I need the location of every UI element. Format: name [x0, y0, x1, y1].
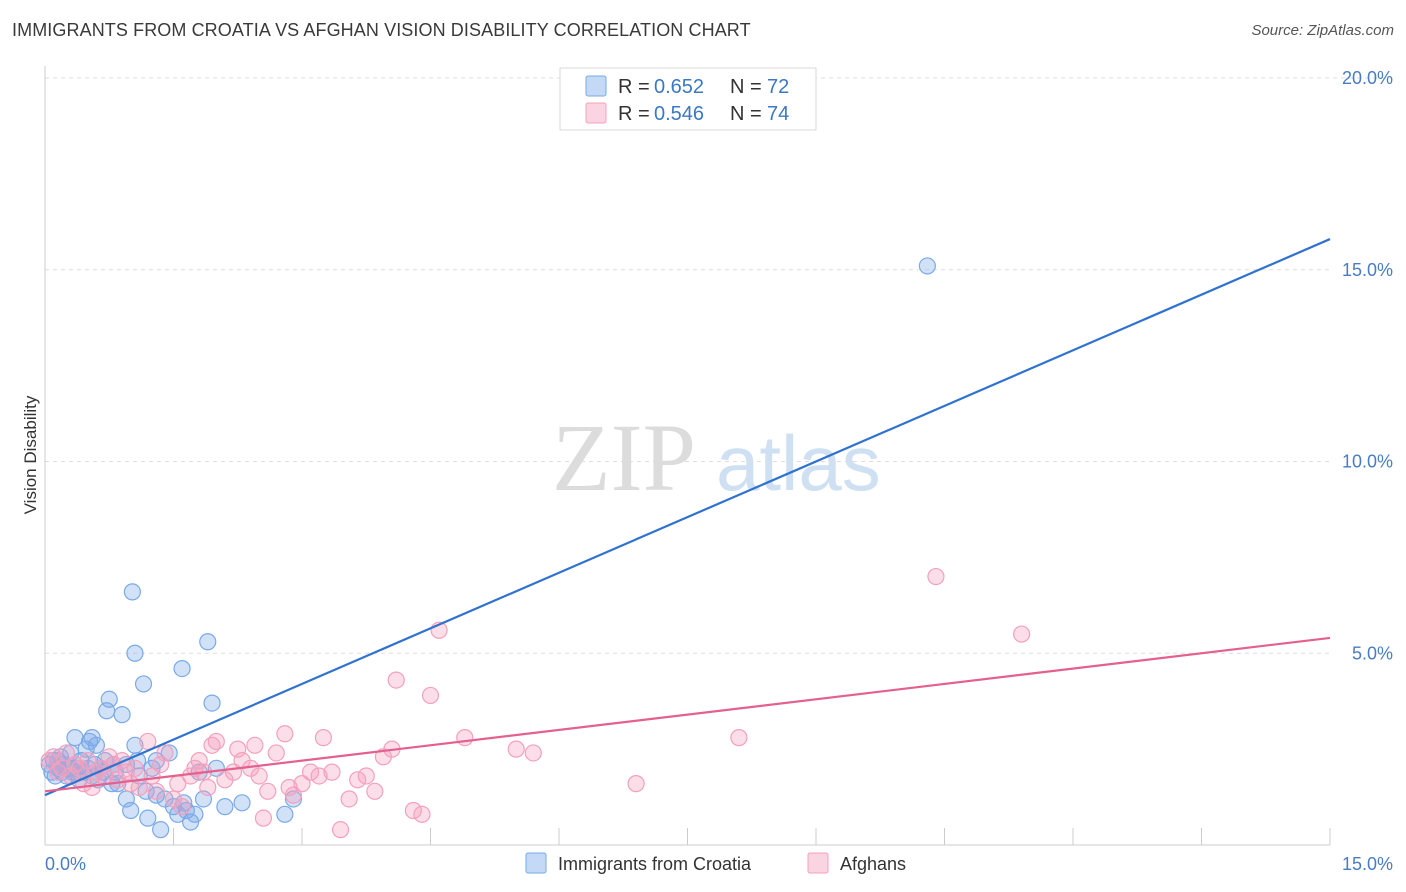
point-afghans-22	[139, 732, 157, 751]
legend-swatch-croatia	[585, 75, 607, 97]
point-afghans-65	[421, 686, 440, 705]
point-afghans-53	[314, 729, 333, 747]
x-tick-label-0: 0.0%	[45, 854, 86, 874]
point-croatia-60	[216, 798, 234, 816]
source-label: Source: ZipAtlas.com	[1251, 22, 1394, 39]
point-afghans-21	[130, 778, 148, 797]
point-afghans-55	[331, 821, 350, 839]
point-afghans-69	[524, 744, 542, 762]
series-legend-label-afghans: Afghans	[840, 854, 906, 874]
y-tick-label-2: 15.0%	[1342, 260, 1393, 280]
point-afghans-36	[207, 732, 225, 751]
legend-r-value-croatia: 0.652	[654, 76, 704, 98]
point-croatia-71	[918, 257, 936, 275]
series-legend-swatch-afghans	[807, 852, 829, 874]
point-afghans-26	[156, 744, 174, 762]
point-afghans-4	[57, 744, 76, 762]
point-afghans-10	[83, 778, 101, 797]
point-afghans-56	[340, 790, 358, 808]
point-croatia-57	[199, 633, 217, 651]
point-croatia-54	[186, 805, 204, 823]
point-croatia-33	[113, 706, 131, 724]
point-afghans-51	[301, 763, 320, 781]
trend-lines	[44, 238, 1331, 797]
point-afghans-43	[250, 767, 268, 785]
series-afghans-points	[40, 567, 1031, 839]
watermark: ZIP atlas	[552, 404, 881, 511]
point-croatia-42	[139, 809, 157, 827]
point-afghans-63	[404, 801, 422, 820]
point-afghans-62	[387, 671, 405, 689]
point-afghans-9	[79, 752, 97, 770]
point-afghans-47	[276, 725, 294, 743]
point-croatia-35	[122, 801, 140, 820]
point-croatia-40	[134, 675, 153, 693]
y-tick-label-3: 20.0%	[1342, 68, 1393, 88]
y-axis-label: Vision Disability	[21, 395, 40, 514]
point-afghans-34	[199, 778, 217, 797]
point-afghans-71	[730, 729, 748, 747]
legend-r-label-croatia: R =	[618, 76, 650, 98]
point-croatia-64	[126, 644, 144, 662]
y-tick-label-0: 5.0%	[1352, 643, 1393, 663]
point-afghans-50	[293, 775, 311, 793]
point-afghans-68	[507, 740, 525, 758]
point-afghans-70	[627, 775, 645, 793]
point-afghans-57	[349, 771, 367, 789]
point-croatia-47	[160, 744, 178, 762]
point-croatia-50	[173, 659, 191, 678]
point-croatia-28	[100, 690, 118, 708]
point-afghans-58	[357, 767, 375, 785]
point-croatia-62	[276, 805, 294, 823]
point-afghans-52	[310, 767, 328, 785]
point-afghans-72	[927, 567, 945, 586]
point-afghans-54	[323, 763, 341, 781]
series-legend-swatch-croatia	[525, 852, 547, 874]
legend-n-value-croatia: 72	[767, 76, 789, 98]
point-croatia-36	[123, 583, 141, 601]
series-legend: Immigrants from Croatia Afghans	[525, 852, 906, 874]
stats-legend: R = 0.652 N = 72 R = 0.546 N = 74	[559, 67, 817, 131]
point-afghans-24	[147, 782, 165, 800]
point-afghans-67	[456, 729, 474, 747]
chart-title: IMMIGRANTS FROM CROATIA VS AFGHAN VISION…	[12, 20, 751, 40]
point-croatia-58	[203, 694, 221, 712]
series-croatia-points	[40, 257, 936, 839]
legend-n-label-afghans: N =	[730, 103, 762, 125]
point-croatia-65	[83, 729, 101, 747]
watermark-zip: ZIP	[552, 404, 696, 511]
point-afghans-73	[1012, 625, 1031, 643]
series-legend-label-croatia: Immigrants from Croatia	[558, 854, 752, 874]
axes	[44, 66, 1331, 846]
point-afghans-46	[267, 744, 285, 762]
legend-n-label-croatia: N =	[730, 76, 762, 98]
trend-line-croatia	[44, 238, 1331, 797]
y-tick-label-1: 10.0%	[1342, 452, 1393, 472]
x-tick-labels: 0.0% 15.0%	[45, 854, 1393, 874]
stats-legend-box	[559, 67, 817, 131]
legend-n-value-afghans: 74	[767, 103, 789, 125]
point-croatia-45	[152, 821, 170, 839]
point-afghans-64	[413, 805, 431, 823]
legend-swatch-afghans	[585, 102, 607, 124]
gridlines	[45, 77, 1392, 654]
point-afghans-45	[259, 782, 277, 800]
point-croatia-61	[233, 794, 251, 812]
point-afghans-42	[246, 736, 264, 754]
point-afghans-29	[173, 798, 191, 816]
trend-line-afghans	[44, 636, 1331, 793]
point-afghans-49	[284, 786, 303, 804]
legend-r-label-afghans: R =	[618, 103, 650, 125]
y-tick-labels: 5.0% 10.0% 15.0% 20.0%	[1342, 68, 1393, 663]
point-afghans-59	[366, 782, 384, 800]
point-afghans-20	[126, 759, 144, 777]
x-tick-label-1: 15.0%	[1342, 854, 1393, 874]
point-afghans-44	[254, 809, 273, 827]
point-croatia-70	[147, 786, 165, 804]
legend-r-value-afghans: 0.546	[654, 103, 704, 125]
